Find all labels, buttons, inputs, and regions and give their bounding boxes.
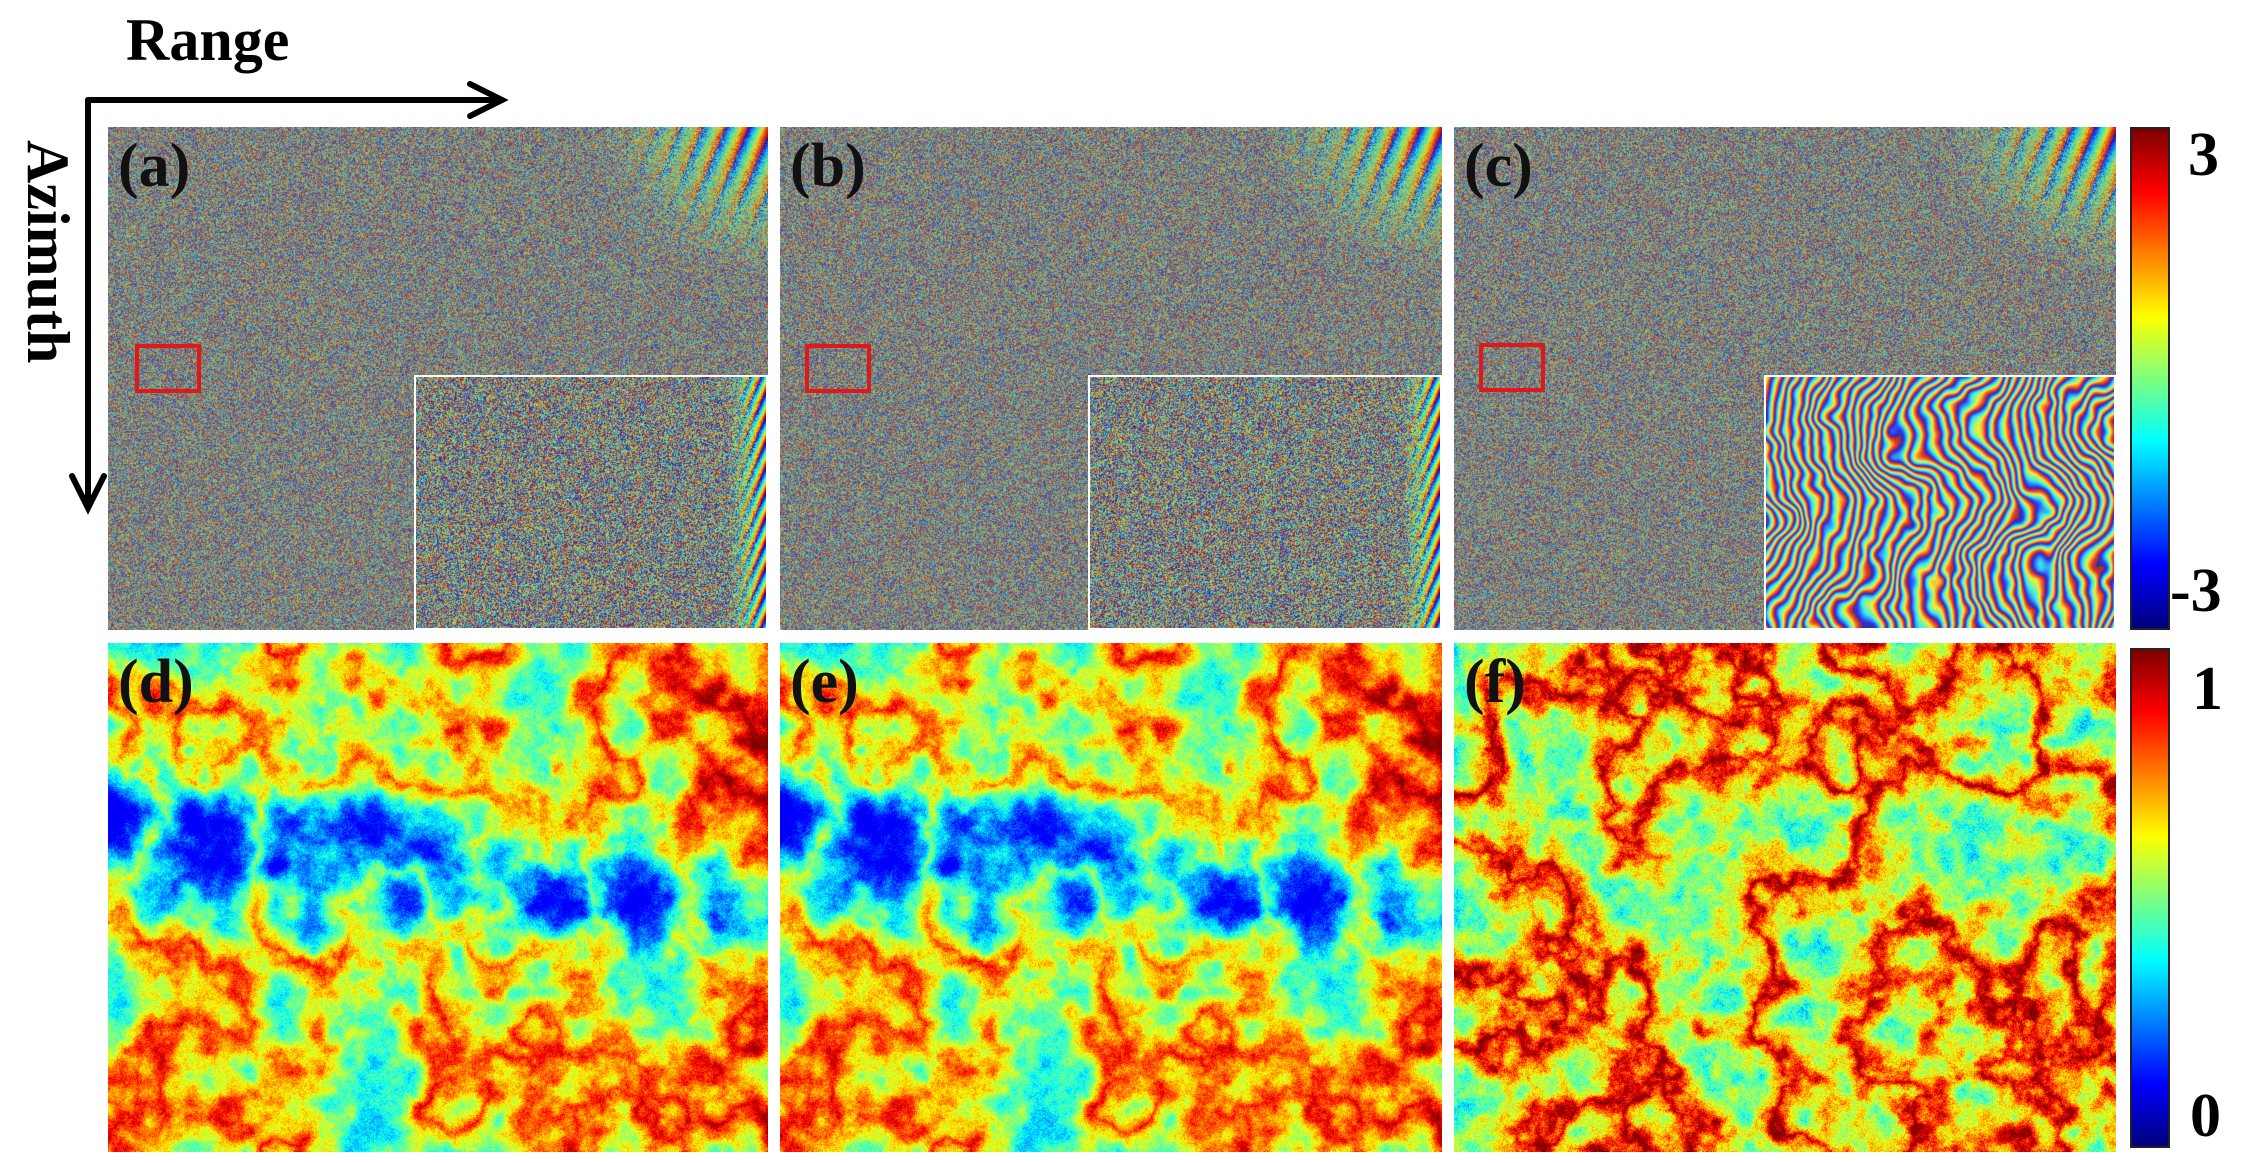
panel-label: (a) (118, 132, 191, 200)
inset-image (416, 377, 766, 628)
phase-colorbar (2130, 127, 2170, 630)
roi-box (805, 344, 871, 393)
panel-f-coherence: (f) (1454, 643, 2116, 1152)
coherence-image (1454, 643, 2116, 1152)
panel-label: (e) (790, 648, 859, 716)
phase-colorbar-min-label: -3 (2170, 557, 2222, 625)
zoom-inset (414, 375, 768, 630)
roi-box (135, 344, 201, 393)
inset-image (1090, 377, 1440, 628)
coherence-colorbar-min-label: 0 (2190, 1082, 2221, 1150)
coherence-image (108, 643, 768, 1152)
range-arrow-head (467, 81, 509, 119)
coherence-colorbar-max-label: 1 (2192, 655, 2223, 723)
panel-d-coherence: (d) (108, 643, 768, 1152)
panel-a-phase: (a) (108, 127, 768, 630)
panel-label: (f) (1464, 648, 1526, 716)
zoom-inset (1088, 375, 1442, 630)
axis-arrows (69, 81, 509, 515)
zoom-inset (1764, 375, 2116, 630)
azimuth-arrow-head (69, 473, 107, 515)
colorbar-gradient (2132, 650, 2168, 1146)
panel-label: (d) (118, 648, 194, 716)
coherence-image (780, 643, 1442, 1152)
range-axis-label: Range (126, 7, 290, 73)
panel-label: (c) (1464, 132, 1533, 200)
panel-label: (b) (790, 132, 866, 200)
roi-box (1479, 343, 1545, 392)
panel-c-phase: (c) (1454, 127, 2116, 630)
panel-b-phase: (b) (780, 127, 1442, 630)
inset-image (1766, 377, 2114, 628)
panel-e-coherence: (e) (780, 643, 1442, 1152)
colorbar-gradient (2132, 129, 2168, 628)
phase-colorbar-max-label: 3 (2188, 121, 2219, 189)
coherence-colorbar (2130, 648, 2170, 1148)
